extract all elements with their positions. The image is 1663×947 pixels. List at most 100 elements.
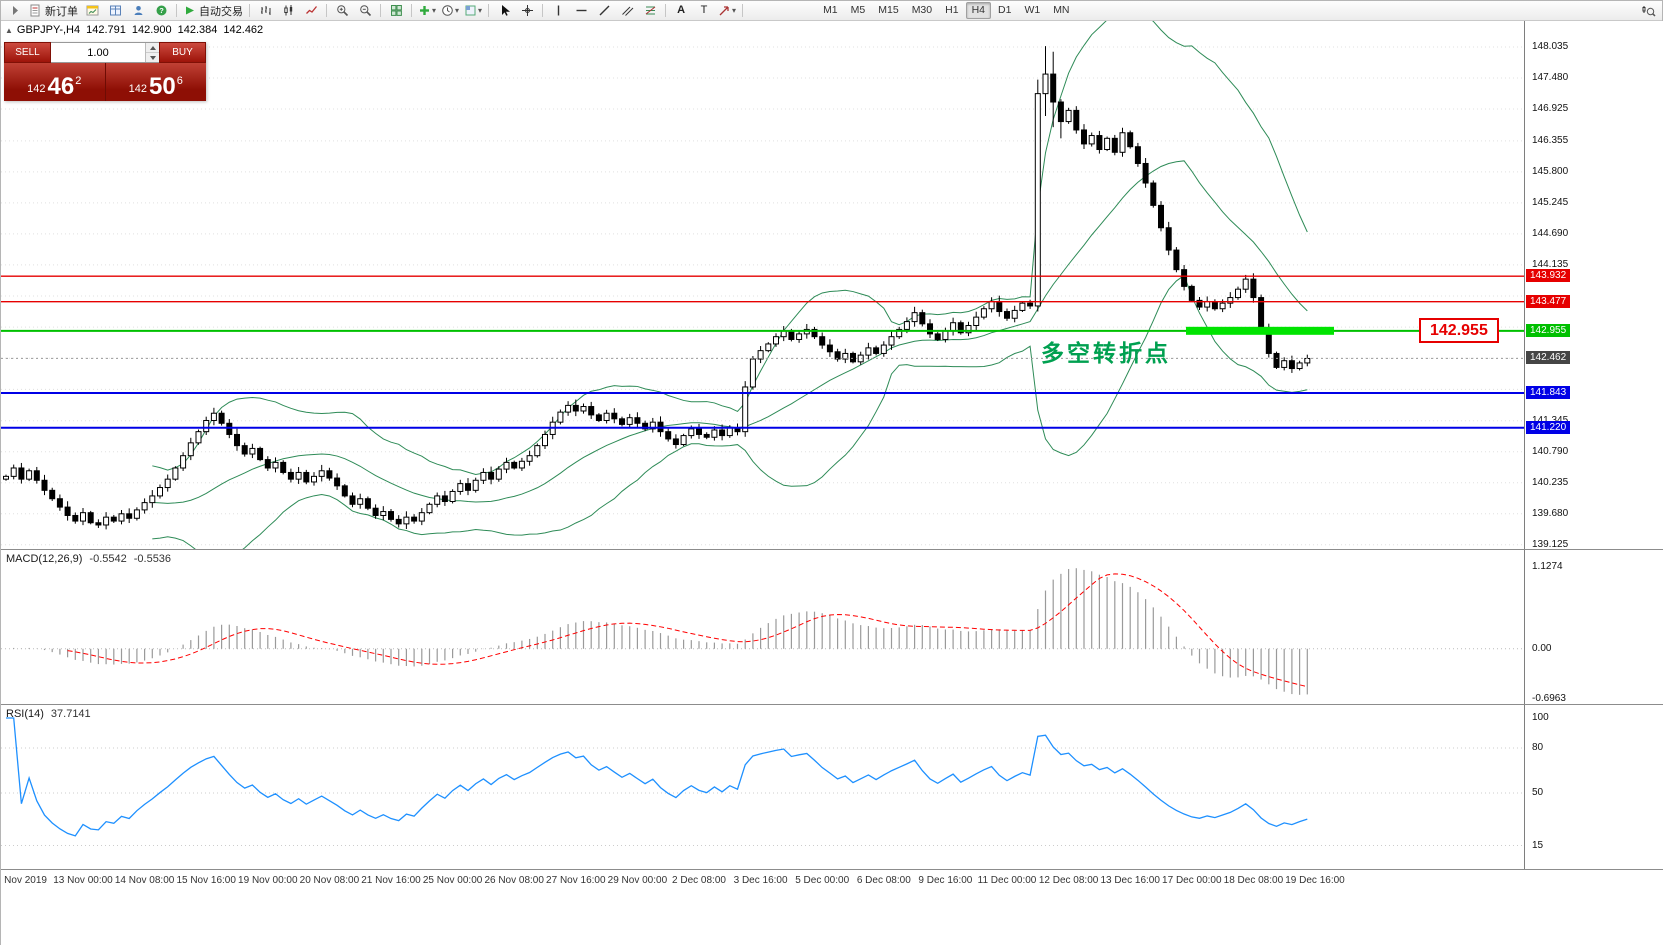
periods-icon[interactable]: ▾ [439,2,461,19]
timeframe-h4[interactable]: H4 [965,2,991,19]
time-label: 15 Nov 16:00 [176,875,236,886]
toolbar-separator [411,4,412,17]
toolbar-separator [488,4,490,17]
macd-indicator-chart[interactable] [1,550,1524,704]
chart-header: ▲ GBPJPY-,H4 142.791 142.900 142.384 142… [5,24,263,36]
indicators-icon[interactable]: ▾ [416,2,438,19]
volume-decrease-button[interactable] [146,53,159,62]
price-tag-141.220: 141.220 [1526,420,1571,434]
bollinger-upper-band [152,21,1308,475]
horizontal-level-lines[interactable] [1,275,1524,429]
chart-search-icon[interactable] [1637,2,1659,19]
macd-value: -0.5542 [89,553,127,565]
time-label: 13 Dec 16:00 [1100,875,1160,886]
time-label: 20 Nov 08:00 [299,875,360,886]
sell-price-fraction: 2 [75,75,82,87]
collapse-trade-panel-icon[interactable]: ▲ [5,25,13,35]
timeframe-h1[interactable]: H1 [945,4,959,16]
volume-increase-button[interactable] [146,43,159,53]
rsi-value: 37.7141 [50,708,91,720]
cursor-icon[interactable] [493,2,515,19]
price-axis[interactable]: 148.035 147.480 146.925 146.355 145.800 145.2… [1524,21,1663,870]
panel-separator[interactable] [1,704,1663,705]
time-label: 21 Nov 16:00 [361,875,421,886]
axis-tick-label: 0.00 [1532,642,1552,654]
pivot-highlight-segment[interactable] [1186,326,1334,335]
label-icon[interactable]: T [700,4,708,16]
timeframe-d1[interactable]: D1 [998,4,1012,16]
macd-histogram [13,568,1308,695]
chart-annotation-text[interactable]: 多空转折点 [1041,340,1171,366]
expand-toolbar-icon[interactable] [4,2,26,19]
zoom-in-icon[interactable] [331,2,353,19]
text-icon[interactable]: A [677,4,686,16]
dropdown-arrow-icon: ▾ [732,6,737,15]
volume-spinner [145,43,159,62]
volume-input[interactable] [51,43,145,62]
panel-separator[interactable] [1,549,1663,550]
timeframe-mn[interactable]: MN [1053,4,1070,16]
close-value: 142.462 [223,24,264,36]
line-chart-icon[interactable] [300,2,322,19]
horizontal-line-icon[interactable] [570,2,592,19]
sell-button[interactable]: SELL [4,42,51,63]
toolbar-separator [542,4,544,17]
bar-chart-icon[interactable] [254,2,276,19]
timeframe-m1[interactable]: M1 [823,4,838,16]
time-label: 25 Nov 00:00 [422,875,483,886]
crosshair-icon[interactable] [516,2,538,19]
market-watch-icon[interactable] [104,2,126,19]
buy-price-prefix: 142 [128,83,148,95]
symbol-period-label: GBPJPY-,H4 [16,24,81,36]
time-label: 1 Nov 2019 [1,875,47,886]
zoom-out-icon[interactable] [354,2,376,19]
price-gridlines [1,46,1524,546]
time-label: 14 Nov 08:00 [114,875,175,886]
arrows-icon[interactable]: ▾ [716,2,738,19]
channel-icon[interactable] [616,2,638,19]
chart-window-icon[interactable] [81,2,103,19]
axis-tick-label: 145.245 [1532,196,1569,208]
timeframe-m15[interactable]: M15 [878,4,899,16]
vertical-line-icon[interactable] [547,2,569,19]
help-icon[interactable]: ? [150,2,172,19]
timeframe-m30[interactable]: M30 [911,4,933,16]
dropdown-arrow-icon: ▾ [478,6,483,15]
new-order-button[interactable]: 新订单 [27,2,80,19]
toolbar-separator [176,4,177,17]
new-order-button-label: 新订单 [45,5,78,18]
autotrading-button[interactable]: 自动交易 [181,2,245,19]
buy-price-fraction: 6 [176,75,183,87]
axis-tick-label: 148.035 [1532,40,1569,52]
time-label: 11 Dec 00:00 [977,875,1037,886]
buy-price-button[interactable]: 142 50 6 [105,63,206,101]
axis-tick-label: 144.135 [1532,258,1569,270]
tile-windows-icon[interactable] [385,2,407,19]
price-tag-141.843: 141.843 [1526,385,1571,399]
price-callout-box[interactable]: 142.955 [1419,318,1499,343]
axis-tick-label: 139.125 [1532,538,1569,550]
autotrading-button-label: 自动交易 [199,5,243,18]
main-price-chart[interactable] [1,21,1524,549]
templates-icon[interactable]: ▾ [462,2,484,19]
community-icon[interactable] [127,2,149,19]
time-label: 26 Nov 08:00 [484,875,544,886]
macd-header: MACD(12,26,9) -0.5542 -0.5536 [6,553,171,565]
buy-button[interactable]: BUY [159,42,206,63]
macd-title: MACD(12,26,9) [6,553,83,565]
fibonacci-icon[interactable] [639,2,661,19]
axis-tick-label: 140.790 [1532,445,1569,457]
up-arrow-icon [149,45,156,50]
axis-tick-label: 145.800 [1532,165,1569,177]
timeframe-m5[interactable]: M5 [850,4,866,16]
sell-price-button[interactable]: 142 46 2 [4,63,106,101]
trendline-icon[interactable] [593,2,615,19]
rsi-indicator-chart[interactable] [1,705,1524,869]
toolbar: 新订单? 自动交易 ▾ ▾ ▾ A T ▾ M1 M5 M15 M30 H1 H4 D1 W1 MN [1,1,1662,21]
sell-price-pips: 46 [47,73,75,100]
candlestick-chart-icon[interactable] [277,2,299,19]
bollinger-bands [152,21,1308,549]
time-label: 17 Dec 00:00 [1162,875,1222,886]
timeframe-w1[interactable]: W1 [1024,4,1041,16]
